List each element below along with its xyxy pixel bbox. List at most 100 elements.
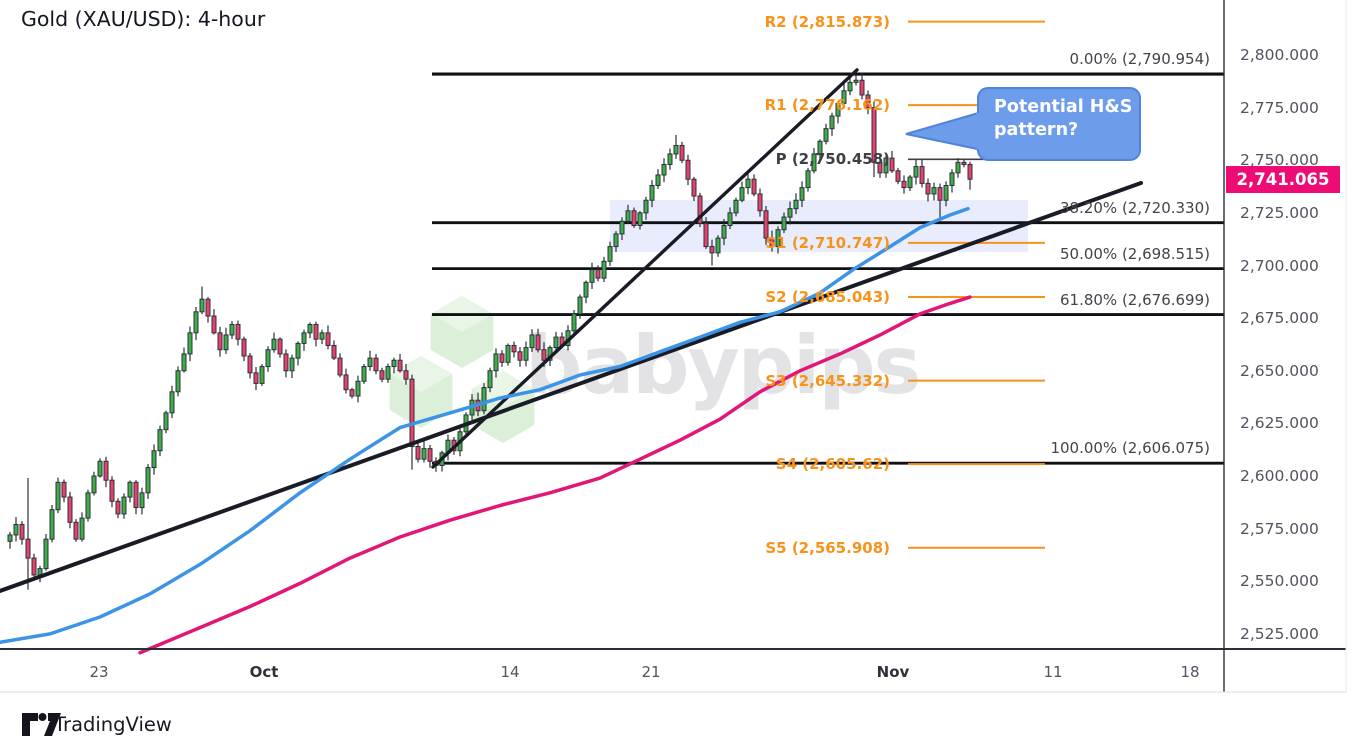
candle-body [211,315,217,334]
pivot-label-R1: R1 (2,776.162) [764,96,890,115]
candle-body [367,357,373,368]
candle-body [217,332,223,351]
time-axis-label-11[interactable]: 11 [1043,663,1063,681]
price-axis-tick-2775[interactable]: 2,775.000 [1240,98,1319,117]
candle-body [589,269,595,283]
hs-callout-tail[interactable] [905,110,983,152]
time-axis-label-Nov[interactable]: Nov [876,663,910,681]
candle-body [181,353,187,372]
candle-body [931,187,937,195]
babypips-cube-top-2 [471,371,535,407]
candle-body [577,296,583,315]
time-axis-label-21[interactable]: 21 [641,663,661,681]
candle-body [19,523,25,540]
hs-callout-text-line1[interactable]: Potential H&S [994,97,1133,117]
time-axis-label-23[interactable]: 23 [89,663,109,681]
candle-body [727,212,733,227]
candle-body [163,412,169,431]
candle-body [403,370,409,380]
price-axis-tick-2550[interactable]: 2,550.000 [1240,572,1319,591]
pivot-label-R2: R2 (2,815.873) [764,12,890,31]
candle-body [343,374,349,391]
fib-label-4: 100.00% (2,606.075) [1050,439,1210,458]
candle-body [517,351,523,361]
price-axis-tick-2625[interactable]: 2,625.000 [1240,414,1319,433]
candle-body [511,344,517,353]
price-axis-tick-2750[interactable]: 2,750.000 [1240,151,1319,170]
candle-body [571,313,577,332]
candle-body [643,199,649,214]
candle-body [331,344,337,359]
pivot-label-S3: S3 (2,645.332) [765,371,890,390]
candle-body [967,163,973,180]
long-uptrend-line[interactable] [0,180,1143,593]
price-axis-tick-2525[interactable]: 2,525.000 [1240,624,1319,643]
candle-body [535,334,541,351]
price-axis-tick-2700[interactable]: 2,700.000 [1240,256,1319,275]
candle-body [661,163,667,176]
candle-body [859,79,865,96]
time-axis-label-Oct[interactable]: Oct [249,663,279,681]
candle-body [739,187,745,201]
candle-body [619,220,625,235]
candle-body [607,246,613,262]
candle-body [115,500,121,515]
candle-body [493,353,499,372]
candle-body [253,372,259,384]
candle-body [109,479,115,502]
price-axis-tick-2675[interactable]: 2,675.000 [1240,309,1319,328]
price-axis-tick-2600[interactable]: 2,600.000 [1240,467,1319,485]
candle-body [631,210,637,227]
candle-body [829,115,835,130]
price-axis-tick-2725[interactable]: 2,725.000 [1240,203,1319,222]
candle-body [337,357,343,376]
candle-body [25,538,31,559]
candle-body [283,353,289,372]
candle-body [241,338,247,357]
candle-body [277,338,283,355]
candle-body [97,460,103,477]
pivot-label-S4: S4 (2,605.62) [775,455,890,474]
candle-body [235,323,241,340]
tradingview-logo-text[interactable]: TradingView [54,713,172,736]
candle-body [157,429,163,452]
steep-rally-line[interactable] [431,68,859,469]
candle-body [271,338,277,351]
pivot-label-S5: S5 (2,565.908) [765,538,890,557]
candle-body [769,237,775,248]
slow-ma-pink [138,295,972,655]
candle-body [757,193,763,212]
candle-body [409,378,415,448]
candle-body [679,145,685,161]
candle-body [325,332,331,346]
candle-body [121,496,127,515]
candle-body [127,481,133,498]
tradingview-logo-icon[interactable] [22,710,64,738]
candle-body [787,208,793,218]
candle-body [43,538,49,570]
candle-body [259,366,265,384]
candle-body [895,170,901,182]
pivot-label-S2: S2 (2,685.043) [765,287,890,306]
candle-body [763,210,769,239]
price-axis-tick-2800[interactable]: 2,800.000 [1240,46,1319,64]
babypips-watermark-text: babypips [525,319,921,412]
price-axis-tick-2650[interactable]: 2,650.000 [1240,361,1319,380]
candle-body [295,342,301,359]
candle-body [79,517,85,540]
candle-body [853,79,859,83]
candle-body [907,176,913,189]
candle-body [649,185,655,201]
last-price-badge: 2,741.065 [1226,166,1340,193]
candle-body [151,450,157,469]
time-axis-label-18[interactable]: 18 [1180,663,1200,681]
time-axis-label-14[interactable]: 14 [500,663,520,681]
candle-body [613,233,619,248]
hs-callout-text-line2[interactable]: pattern? [994,120,1079,140]
candle-body [49,509,55,540]
candle-body [193,311,199,334]
candle-body [889,157,895,172]
price-axis-tick-2575[interactable]: 2,575.000 [1240,519,1319,538]
